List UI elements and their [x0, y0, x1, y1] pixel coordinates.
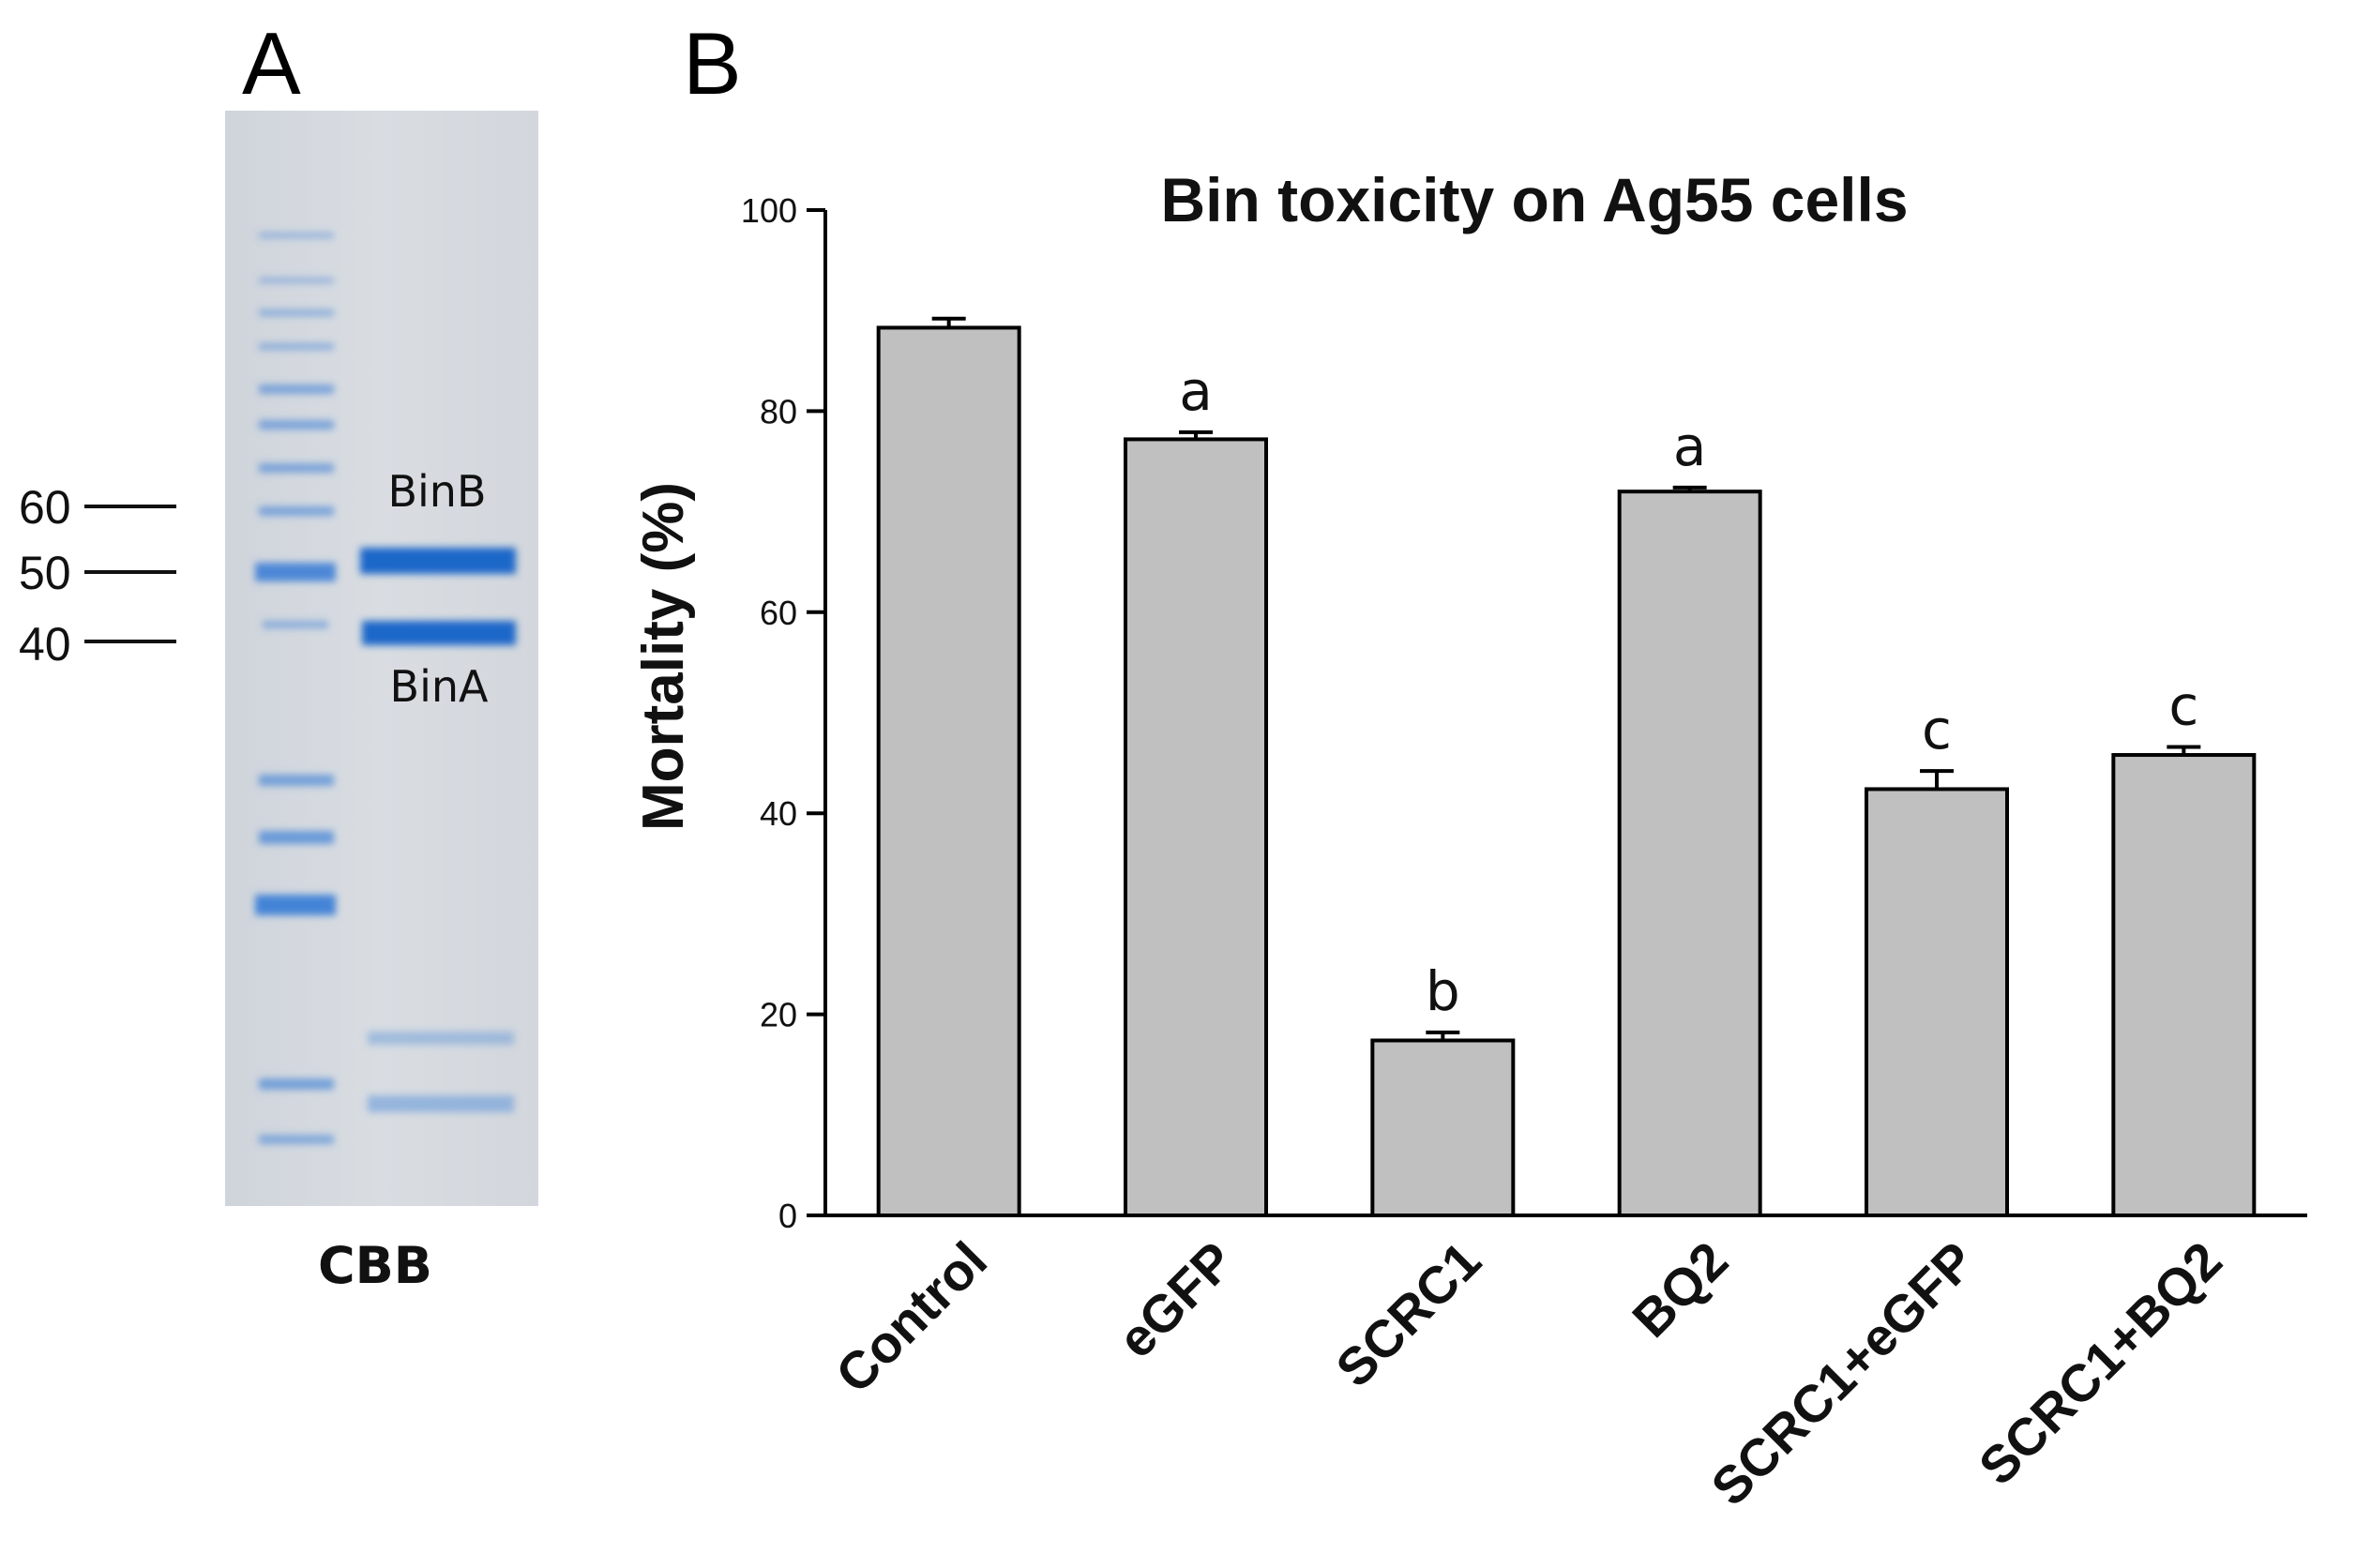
ladder-band — [259, 309, 334, 316]
x-tick-label: Control — [824, 1230, 998, 1404]
y-axis-label: Mortality (%) — [631, 482, 696, 831]
x-tick-label: SCRC1+BQ2 — [1968, 1230, 2233, 1496]
mw-markers: 60 50 40 — [19, 481, 176, 671]
mw-marker-60: 60 — [19, 481, 71, 534]
ladder-band — [259, 233, 334, 238]
significance-label: c — [1922, 698, 1952, 761]
bar-egfp — [1124, 437, 1268, 1217]
ladder-band — [259, 343, 334, 350]
gel-caption: CBB — [318, 1236, 432, 1295]
faint-band — [368, 1095, 514, 1112]
bar-bq2 — [1617, 490, 1762, 1217]
ladder-band — [259, 420, 334, 430]
y-tick-label: 80 — [760, 392, 797, 430]
bar-scrc1-plus-egfp — [1865, 787, 2009, 1217]
ladder-band — [259, 506, 334, 516]
chart-bars: a b a c c — [876, 316, 2257, 1218]
bina-label: BinA — [390, 661, 489, 712]
y-tick-label: 60 — [760, 594, 797, 632]
y-tick-label: 40 — [760, 794, 797, 833]
y-tick-label: 100 — [741, 191, 797, 230]
ladder-band — [259, 775, 334, 786]
x-tick-label: SCRC1 — [1324, 1230, 1492, 1398]
mw-marker-40: 40 — [19, 618, 71, 671]
bar-scrc1-plus-bq2 — [2111, 753, 2257, 1217]
mw-marker-50: 50 — [19, 547, 71, 599]
ladder-band — [263, 621, 328, 628]
panel-a: A BinB BinA — [19, 14, 538, 1295]
ladder-band — [259, 1078, 334, 1090]
y-tick-label: 20 — [760, 996, 797, 1034]
sample-lane — [360, 548, 516, 1112]
faint-band — [368, 1032, 514, 1045]
panel-b-letter: B — [683, 14, 742, 113]
bina-band — [362, 621, 516, 645]
ladder-band — [255, 563, 336, 581]
x-tick-label: eGFP — [1107, 1230, 1246, 1369]
panel-a-letter: A — [242, 14, 301, 113]
bar-control — [876, 325, 1021, 1217]
binb-label: BinB — [387, 466, 486, 517]
ladder-lane — [255, 233, 336, 1144]
panel-b: B Bin toxicity on Ag55 cells Mortality (… — [631, 14, 2307, 1516]
x-tick-label: SCRC1+eGFP — [1699, 1230, 1986, 1516]
ladder-band — [255, 895, 336, 915]
ladder-band — [259, 1135, 334, 1144]
chart-title: Bin toxicity on Ag55 cells — [1160, 165, 1908, 234]
significance-label: a — [1179, 359, 1213, 423]
binb-band — [360, 548, 516, 574]
significance-label: b — [1426, 959, 1460, 1023]
ladder-band — [259, 463, 334, 473]
ladder-band — [259, 384, 334, 394]
bar-scrc1 — [1370, 1038, 1516, 1218]
y-tick-label: 0 — [778, 1197, 797, 1235]
x-tick-label: BQ2 — [1621, 1230, 1739, 1349]
ladder-band — [259, 278, 334, 283]
significance-label: c — [2168, 673, 2198, 737]
significance-label: a — [1673, 415, 1707, 478]
ladder-band — [259, 831, 334, 844]
gel-image — [225, 111, 538, 1206]
